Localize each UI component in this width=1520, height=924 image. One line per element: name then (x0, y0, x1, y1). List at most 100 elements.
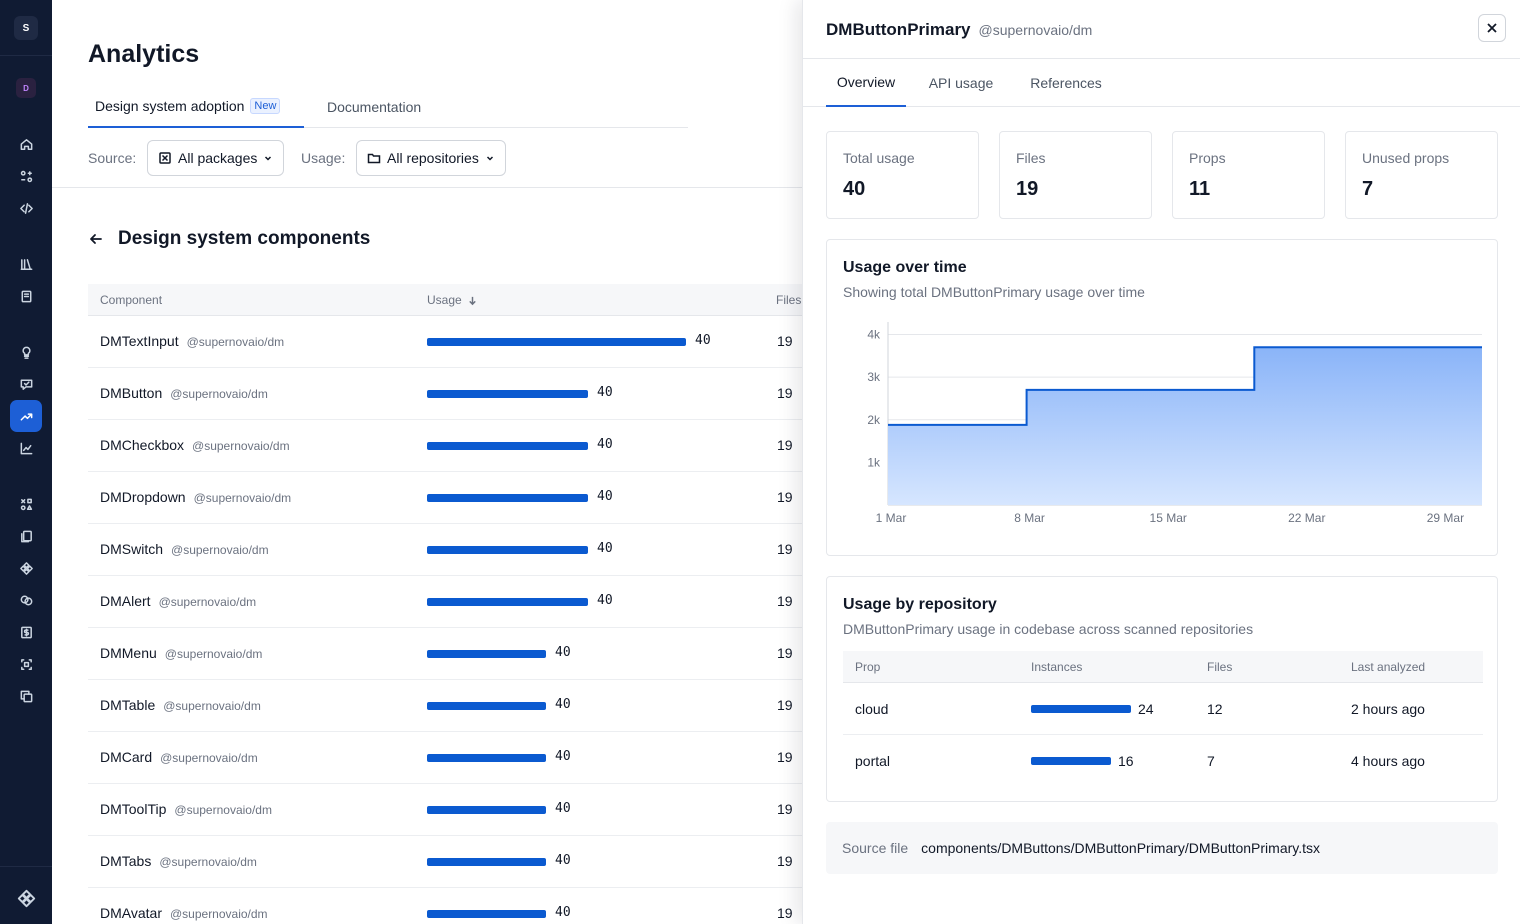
rail-tokens[interactable] (10, 160, 42, 192)
panel-tab-references[interactable]: References (1021, 59, 1111, 107)
component-package: @supernovaio/dm (164, 647, 263, 661)
source-file-path[interactable]: components/DMButtons/DMButtonPrimary/DMB… (921, 840, 1321, 856)
stat-props: Props 11 (1172, 131, 1325, 219)
col-header-instances[interactable]: Instances (1031, 660, 1083, 674)
table-header: Prop Instances Files Last analyzed (843, 651, 1483, 683)
table-row[interactable]: DMButton @supernovaio/dm 40 19 (88, 368, 802, 420)
x-tick-label: 1 Mar (876, 511, 907, 525)
table-row[interactable]: DMDropdown @supernovaio/dm 40 19 (88, 472, 802, 524)
chat-check-icon (20, 379, 32, 390)
component-name-cell: DMButton @supernovaio/dm (100, 385, 268, 401)
usage-value: 40 (555, 645, 571, 660)
col-header-prop[interactable]: Prop (855, 660, 881, 674)
rail-billing[interactable] (10, 616, 42, 648)
rail-focus[interactable] (10, 648, 42, 680)
rail-divider (0, 55, 52, 56)
stat-total-usage: Total usage 40 (826, 131, 979, 219)
usage-bar (427, 598, 588, 606)
col-header-usage[interactable]: Usage (427, 293, 478, 307)
source-filter-dropdown[interactable]: All packages (147, 140, 285, 176)
panel-tab-label: API usage (928, 75, 994, 91)
table-row[interactable]: DMMenu @supernovaio/dm 40 19 (88, 628, 802, 680)
rail-library[interactable] (10, 248, 42, 280)
rail-brand-logo[interactable] (10, 882, 42, 914)
rail-feedback[interactable] (10, 368, 42, 400)
rail-figma[interactable] (10, 552, 42, 584)
rail-copy[interactable] (10, 680, 42, 712)
card-subtitle: Showing total DMButtonPrimary usage over… (843, 284, 1145, 300)
y-tick-label: 3k (867, 370, 881, 384)
instances-bar (1031, 757, 1111, 765)
table-row[interactable]: DMSwitch @supernovaio/dm 40 19 (88, 524, 802, 576)
table-row[interactable]: cloud 24 12 2 hours ago (843, 683, 1483, 735)
rail-ideas[interactable] (10, 336, 42, 368)
rail-code[interactable] (10, 192, 42, 224)
usage-bar (427, 650, 546, 658)
table-row[interactable]: DMCheckbox @supernovaio/dm 40 19 (88, 420, 802, 472)
stat-label: Props (1189, 150, 1226, 166)
usage-value: 40 (597, 593, 613, 608)
usage-value: 40 (695, 333, 711, 348)
instances-bar (1031, 705, 1131, 713)
project-switcher[interactable]: D (16, 78, 36, 98)
table-row[interactable]: DMCard @supernovaio/dm 40 19 (88, 732, 802, 784)
rail-components[interactable] (10, 488, 42, 520)
home-icon (20, 138, 32, 150)
close-panel-button[interactable] (1478, 14, 1506, 42)
project-initial: D (23, 83, 29, 93)
table-row[interactable]: DMToolTip @supernovaio/dm 40 19 (88, 784, 802, 836)
table-row[interactable]: DMTabs @supernovaio/dm 40 19 (88, 836, 802, 888)
section-title: Design system components (118, 228, 371, 249)
component-detail-panel: DMButtonPrimary @supernovaio/dm Overview… (802, 0, 1520, 924)
component-package: @supernovaio/dm (193, 491, 292, 505)
folder-icon (367, 153, 381, 164)
component-name-cell: DMToolTip @supernovaio/dm (100, 801, 272, 817)
book-icon (21, 290, 31, 302)
col-header-files[interactable]: Files (776, 293, 801, 307)
rail-integrations[interactable] (10, 584, 42, 616)
rail-docs[interactable] (10, 280, 42, 312)
panel-tab-api-usage[interactable]: API usage (921, 59, 1001, 107)
rail-home[interactable] (10, 128, 42, 160)
table-row[interactable]: DMAlert @supernovaio/dm 40 19 (88, 576, 802, 628)
stat-value: 40 (843, 178, 866, 200)
workspace-initial: S (22, 22, 30, 34)
card-subtitle: DMButtonPrimary usage in codebase across… (843, 621, 1254, 637)
files-count: 19 (777, 853, 793, 869)
col-header-files[interactable]: Files (1207, 660, 1233, 674)
rail-analytics[interactable] (10, 400, 42, 432)
back-arrow-icon[interactable] (88, 231, 104, 247)
chevron-down-icon (265, 156, 272, 161)
usage-filter-dropdown[interactable]: All repositories (356, 140, 506, 176)
col-header-component[interactable]: Component (100, 293, 162, 307)
shapes-icon (20, 498, 32, 510)
component-name: DMToolTip (100, 801, 167, 817)
workspace-switcher[interactable]: S (14, 16, 38, 40)
x-tick-label: 8 Mar (1014, 511, 1045, 525)
repo-files: 12 (1207, 701, 1223, 717)
component-name: DMSwitch (100, 541, 164, 557)
x-tick-label: 29 Mar (1427, 511, 1464, 525)
stat-unused-props: Unused props 7 (1345, 131, 1498, 219)
table-row[interactable]: DMAvatar @supernovaio/dm 40 19 (88, 888, 802, 924)
files-count: 19 (777, 905, 793, 921)
tab-design-system-adoption[interactable]: Design system adoption New (88, 86, 304, 128)
usage-over-time-chart: 1k 2k 3k 4k 1 Mar 8 Mar 15 Mar 22 Mar 29 Mar (867, 322, 1482, 525)
component-package: @supernovaio/dm (171, 543, 269, 557)
y-tick-label: 1k (867, 455, 881, 469)
tab-documentation[interactable]: Documentation (327, 86, 421, 128)
usage-value: 40 (597, 489, 613, 504)
component-name-cell: DMTable @supernovaio/dm (100, 697, 261, 713)
table-row[interactable]: DMTextInput @supernovaio/dm 40 19 (88, 316, 802, 368)
files-count: 19 (777, 749, 793, 765)
component-name: DMAlert (100, 593, 151, 609)
rail-reports[interactable] (10, 432, 42, 464)
source-filter-label: Source: (88, 150, 137, 166)
col-header-last-analyzed[interactable]: Last analyzed (1351, 660, 1426, 674)
component-name-cell: DMAvatar @supernovaio/dm (100, 905, 268, 921)
table-row[interactable]: portal 16 7 4 hours ago (843, 735, 1483, 787)
files-count: 19 (777, 541, 793, 557)
table-row[interactable]: DMTable @supernovaio/dm 40 19 (88, 680, 802, 732)
panel-tab-overview[interactable]: Overview (826, 59, 906, 107)
rail-assets[interactable] (10, 520, 42, 552)
